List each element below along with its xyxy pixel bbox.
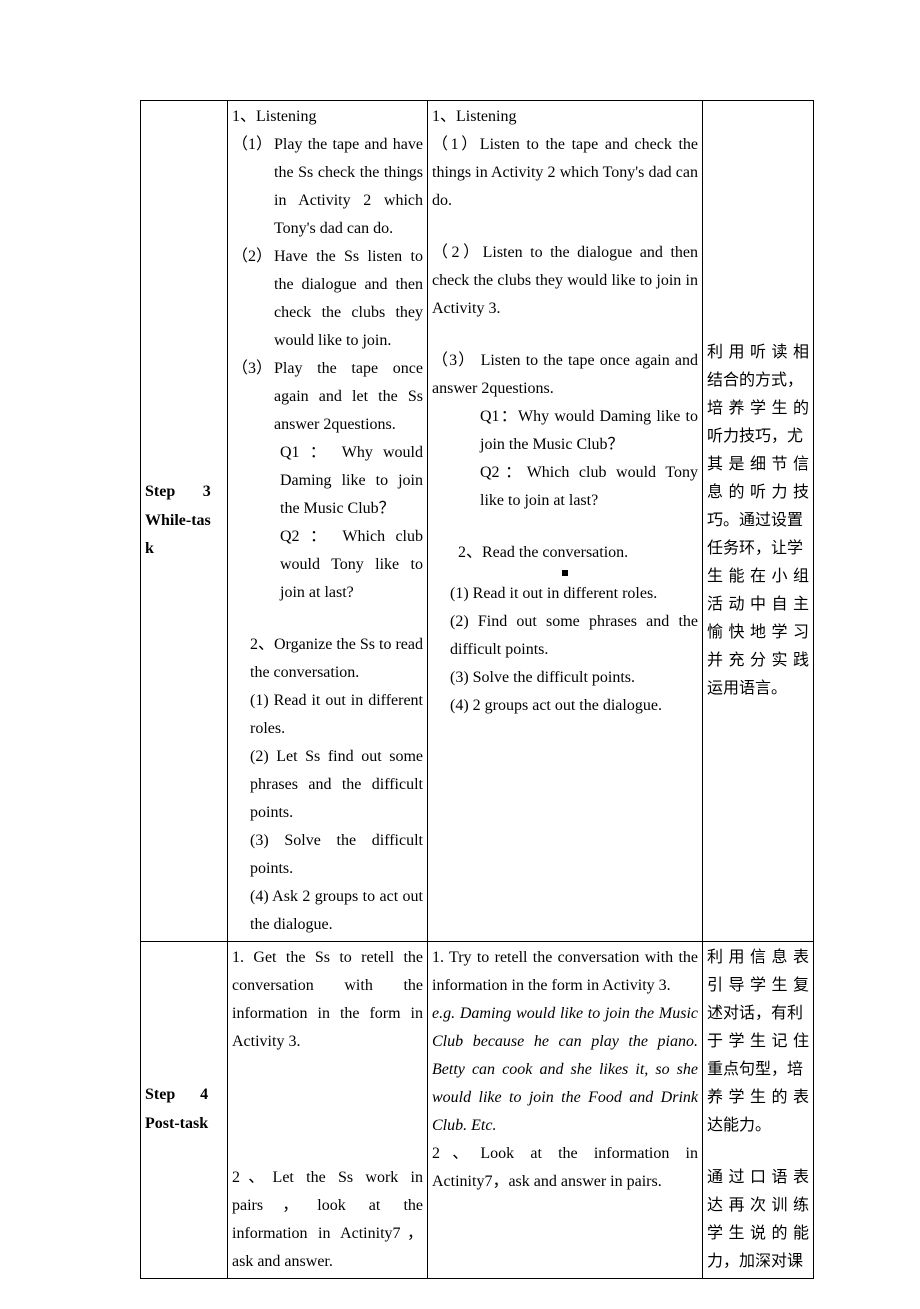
list-item: (3) Solve the difficult points. (232, 827, 423, 883)
page: Step 3 While-tas k 1、Listening （1） Play t… (0, 0, 920, 1309)
list-item: (3) Solve the difficult points. (432, 664, 698, 692)
step-number: 4 (200, 1081, 208, 1110)
teacher-activity-cell: 1. Get the Ss to retell the conversation… (228, 942, 428, 1279)
list-item: (1) Read it out in different roles. (432, 580, 698, 608)
line: 运用语言。 (707, 675, 809, 703)
purpose-text: 利用听读相 结合的方式， 培养学生的 听力技巧，尤 其是细节信 息的听力技 巧。… (707, 103, 809, 939)
line: 达能力。 (707, 1112, 809, 1140)
question: Q2：Which club would Tony like to join at… (432, 459, 698, 515)
spacer (432, 215, 698, 239)
table-row: Step 3 While-tas k 1、Listening （1） Play t… (141, 101, 814, 942)
list-item: (4) 2 groups act out the dialogue. (432, 692, 698, 720)
step-cell: Step 3 While-tas k (141, 101, 228, 942)
step-cell: Step 4 Post-task (141, 942, 228, 1279)
purpose-cell: 利用信息表 引导学生复 述对话，有利 于学生记住 重点句型，培 养学生的表 达能… (703, 942, 814, 1279)
spacer (432, 515, 698, 539)
step-text: Step (145, 478, 175, 507)
square-marker (562, 570, 568, 576)
line: 述对话，有利 (707, 1000, 809, 1028)
heading: 1、Listening (432, 103, 698, 131)
heading: 2、Read the conversation. (458, 539, 628, 567)
question: Q2 ： Which club would Tony like to join … (232, 523, 423, 607)
spacer (432, 323, 698, 347)
line: 听力技巧，尤 (707, 423, 809, 451)
teacher-activity-cell: 1、Listening （1） Play the tape and have t… (228, 101, 428, 942)
step-name-line: Post-task (145, 1110, 208, 1139)
heading-line: 2、Read the conversation. (432, 539, 698, 567)
item-text: Play the tape once again and let the Ss … (274, 355, 423, 439)
item-text: Have the Ss listen to the dialogue and t… (274, 243, 423, 355)
purpose-text: 利用信息表 引导学生复 述对话，有利 于学生记住 重点句型，培 养学生的表 达能… (707, 944, 809, 1276)
step-name-line: k (145, 535, 211, 564)
step-text: Step (145, 1081, 175, 1110)
spacer (232, 607, 423, 631)
list-item: （1）Listen to the tape and check the thin… (432, 131, 698, 215)
list-item: (4) Ask 2 groups to act out the dialogue… (232, 883, 423, 939)
step-label: Step 3 While-tas k (145, 103, 223, 939)
list-item: (1) Read it out in different roles. (232, 687, 423, 743)
spacer (432, 539, 458, 567)
list-item: (2) Find out some phrases and the diffic… (432, 608, 698, 664)
list-item: （2）Listen to the dialogue and then check… (432, 239, 698, 323)
list-item: （3） Play the tape once again and let the… (232, 355, 423, 439)
line: 任务环，让学 (707, 535, 809, 563)
step-name-line: While-tas (145, 507, 211, 536)
heading: 1、Listening (232, 103, 423, 131)
list-item: （2） Have the Ss listen to the dialogue a… (232, 243, 423, 355)
table-row: Step 4 Post-task 1. Get the Ss to retell … (141, 942, 814, 1279)
item-number: （2） (232, 243, 274, 355)
list-item: （1） Play the tape and have the Ss check … (232, 131, 423, 243)
student-activity-cell: 1. Try to retell the conversation with t… (428, 942, 703, 1279)
lesson-plan-table: Step 3 While-tas k 1、Listening （1） Play t… (140, 100, 814, 1279)
question: Q1：Why would Daming like to join the Mus… (432, 403, 698, 459)
list-item: （3） Listen to the tape once again and an… (432, 347, 698, 403)
paragraph: 1. Get the Ss to retell the conversation… (232, 944, 423, 1056)
line: 巧。通过设置 (707, 507, 809, 535)
student-activity-cell: 1、Listening （1）Listen to the tape and ch… (428, 101, 703, 942)
item-number: （1） (232, 131, 274, 243)
list-item: (2) Let Ss find out some phrases and the… (232, 743, 423, 827)
line: 结合的方式， (707, 367, 809, 395)
paragraph: 1. Try to retell the conversation with t… (432, 944, 698, 1000)
item-number: （3） (232, 355, 274, 439)
line: 力，加深对课 (707, 1248, 809, 1276)
example-text: e.g. Daming would like to join the Music… (432, 1000, 698, 1140)
line: 重点句型，培 (707, 1056, 809, 1084)
step-label: Step 4 Post-task (145, 944, 223, 1276)
paragraph: 2、Let the Ss work in pairs，look at the i… (232, 1164, 423, 1276)
heading: 2、Organize the Ss to read the conversati… (232, 631, 423, 687)
purpose-cell: 利用听读相 结合的方式， 培养学生的 听力技巧，尤 其是细节信 息的听力技 巧。… (703, 101, 814, 942)
item-text: Play the tape and have the Ss check the … (274, 131, 423, 243)
step-number: 3 (203, 478, 211, 507)
question: Q1 ： Why would Daming like to join the M… (232, 439, 423, 523)
marker-box (432, 567, 698, 580)
paragraph: 2、Look at the information in Actinity7，a… (432, 1140, 698, 1196)
